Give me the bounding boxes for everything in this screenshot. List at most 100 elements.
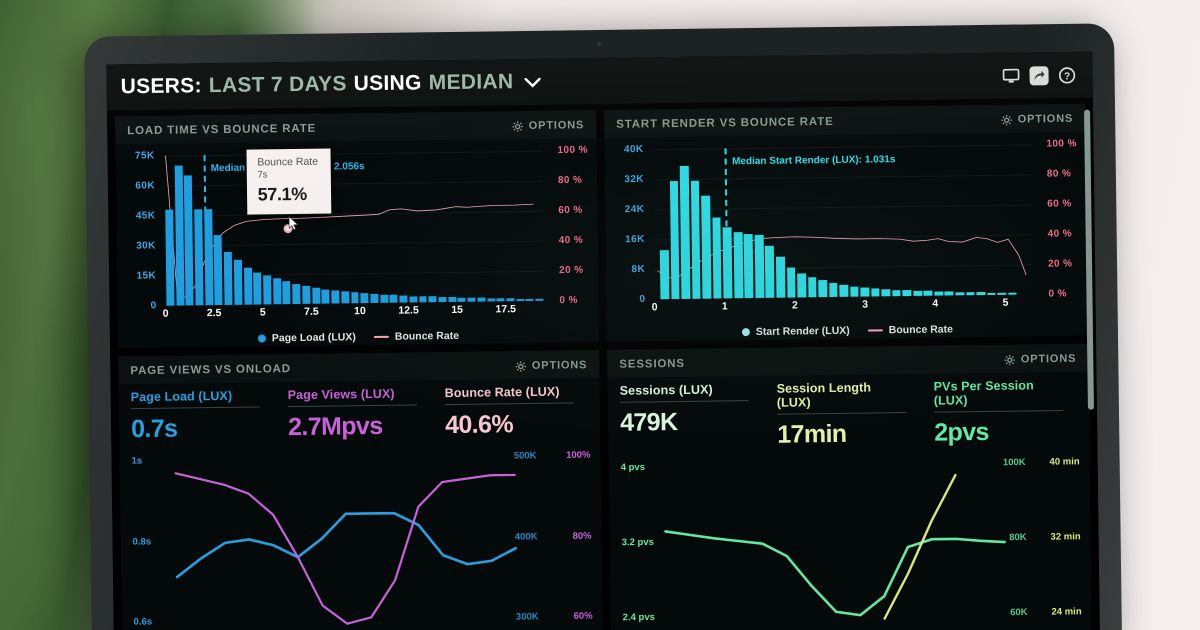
help-icon[interactable]: ? xyxy=(1057,65,1076,84)
bar[interactable] xyxy=(194,209,204,306)
bar[interactable] xyxy=(871,288,880,297)
bar[interactable] xyxy=(807,276,817,298)
bar[interactable] xyxy=(881,289,891,297)
legend-item-bounce-rate[interactable]: Bounce Rate xyxy=(867,323,953,336)
bar[interactable] xyxy=(850,286,859,297)
bar[interactable] xyxy=(944,291,954,296)
kpi-page-load[interactable]: Page Load (LUX) 0.7s xyxy=(131,388,275,444)
title-range[interactable]: LAST 7 DAYS xyxy=(208,72,347,98)
gear-icon xyxy=(512,120,523,132)
bar[interactable] xyxy=(292,283,301,305)
bar[interactable] xyxy=(302,285,311,304)
bar[interactable] xyxy=(341,291,350,304)
bar[interactable] xyxy=(467,297,476,302)
options-button[interactable]: OPTIONS xyxy=(1004,353,1076,366)
monitor-icon[interactable] xyxy=(1001,66,1020,85)
options-button[interactable]: OPTIONS xyxy=(1000,113,1073,126)
kpi-label: Sessions (LUX) xyxy=(619,382,713,398)
bar[interactable] xyxy=(516,298,525,302)
y-tick: 15K xyxy=(136,270,157,282)
bar[interactable] xyxy=(660,250,670,300)
bar[interactable] xyxy=(976,292,986,296)
bar[interactable] xyxy=(754,234,765,299)
bar[interactable] xyxy=(214,234,223,306)
bar[interactable] xyxy=(1008,292,1017,295)
bar[interactable] xyxy=(765,246,775,298)
options-button[interactable]: OPTIONS xyxy=(515,359,587,372)
bar[interactable] xyxy=(506,298,515,302)
title-metric[interactable]: MEDIAN xyxy=(428,70,514,95)
page-title[interactable]: USERS: LAST 7 DAYS USING MEDIAN xyxy=(120,70,541,99)
bar[interactable] xyxy=(311,287,321,304)
legend-label: Start Render (LUX) xyxy=(755,324,850,338)
kpi-pvs-per-session[interactable]: PVs Per Session (LUX) 2pvs xyxy=(920,378,1078,448)
bar[interactable] xyxy=(448,297,457,303)
kpi-sessions[interactable]: Sessions (LUX) 479K xyxy=(620,382,764,452)
bar[interactable] xyxy=(722,227,733,299)
bar[interactable] xyxy=(350,292,359,304)
bar[interactable] xyxy=(860,287,870,297)
bar[interactable] xyxy=(370,293,379,304)
legend-item-page-load[interactable]: Page Load (LUX) xyxy=(257,331,356,344)
mini-y-tick: 3.2 pvs xyxy=(621,536,654,549)
bar[interactable] xyxy=(797,272,807,298)
bar[interactable] xyxy=(223,251,233,305)
bar[interactable] xyxy=(272,278,282,305)
bar[interactable] xyxy=(331,290,340,304)
bar[interactable] xyxy=(389,295,398,303)
bar[interactable] xyxy=(165,209,175,306)
bar[interactable] xyxy=(828,282,838,298)
bar[interactable] xyxy=(712,217,722,299)
bar[interactable] xyxy=(184,175,194,306)
bar[interactable] xyxy=(690,180,701,299)
bar[interactable] xyxy=(380,294,389,303)
legend-label: Bounce Rate xyxy=(394,329,460,343)
bar[interactable] xyxy=(986,292,996,295)
x-tick: 10 xyxy=(354,305,366,318)
bar[interactable] xyxy=(438,296,447,303)
share-icon[interactable] xyxy=(1029,65,1049,85)
bar[interactable] xyxy=(360,293,369,304)
kpi-bounce-rate[interactable]: Bounce Rate (LUX) 40.6% xyxy=(431,384,589,440)
bar[interactable] xyxy=(997,292,1007,295)
bar[interactable] xyxy=(733,232,743,299)
bar[interactable] xyxy=(892,289,901,297)
bar[interactable] xyxy=(263,275,272,305)
bar[interactable] xyxy=(934,291,943,296)
bar[interactable] xyxy=(965,292,975,296)
kpi-session-length[interactable]: Session Length (LUX) 17min xyxy=(763,380,921,450)
bar[interactable] xyxy=(243,267,253,305)
bar[interactable] xyxy=(955,291,965,296)
bar[interactable] xyxy=(253,272,262,305)
bar[interactable] xyxy=(418,296,427,303)
bar[interactable] xyxy=(786,267,796,298)
bar[interactable] xyxy=(818,279,828,298)
bar[interactable] xyxy=(775,256,786,298)
bar[interactable] xyxy=(669,180,680,300)
options-button[interactable]: OPTIONS xyxy=(512,119,584,132)
bar[interactable] xyxy=(487,298,496,302)
bar[interactable] xyxy=(679,165,691,299)
bar[interactable] xyxy=(457,297,466,302)
bar[interactable] xyxy=(839,284,849,297)
bar[interactable] xyxy=(496,298,505,302)
bar[interactable] xyxy=(428,296,437,303)
bar[interactable] xyxy=(525,298,534,302)
bar[interactable] xyxy=(701,195,712,299)
bar[interactable] xyxy=(477,297,486,302)
bar[interactable] xyxy=(321,289,330,304)
chevron-down-icon[interactable] xyxy=(523,70,541,94)
bar[interactable] xyxy=(923,290,933,296)
legend-item-bounce-rate[interactable]: Bounce Rate xyxy=(373,329,460,343)
bar[interactable] xyxy=(282,281,291,305)
bar[interactable] xyxy=(902,290,912,297)
bar[interactable] xyxy=(913,290,922,296)
kpi-page-views[interactable]: Page Views (LUX) 2.7Mpvs xyxy=(274,386,432,442)
bar[interactable] xyxy=(203,209,214,306)
bar[interactable] xyxy=(233,259,243,305)
bar[interactable] xyxy=(535,299,544,301)
bar[interactable] xyxy=(744,234,754,299)
bar[interactable] xyxy=(409,296,418,303)
legend-item-start-render[interactable]: Start Render (LUX) xyxy=(741,324,850,338)
bar[interactable] xyxy=(399,295,408,303)
